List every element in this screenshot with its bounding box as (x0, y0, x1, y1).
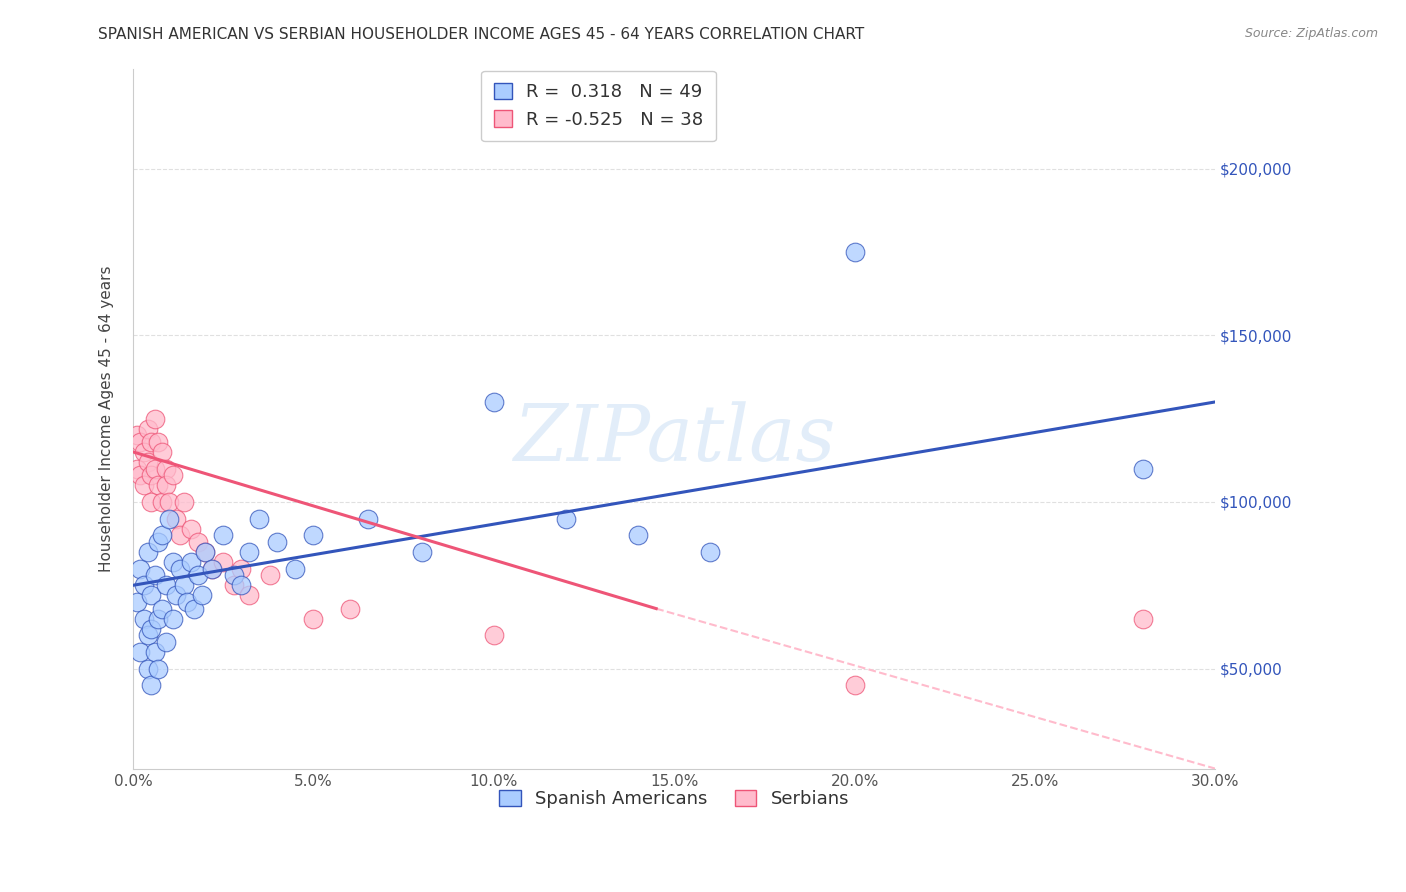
Point (141, 588, 163, 602)
Point (162, 468, 184, 483)
Point (129, 468, 152, 483)
Point (155, 578, 177, 592)
Point (125, 595, 148, 609)
Point (180, 555, 202, 569)
Text: SPANISH AMERICAN VS SERBIAN HOUSEHOLDER INCOME AGES 45 - 64 YEARS CORRELATION CH: SPANISH AMERICAN VS SERBIAN HOUSEHOLDER … (98, 27, 865, 42)
Point (555, 511, 578, 525)
Point (201, 561, 224, 575)
Point (141, 468, 163, 483)
Point (259, 568, 281, 582)
Point (132, 612, 155, 626)
Point (162, 555, 184, 569)
Point (141, 495, 163, 509)
Point (266, 535, 288, 549)
Point (231, 578, 253, 592)
Point (129, 434, 152, 449)
Point (238, 545, 260, 559)
Text: ZIPatlas: ZIPatlas (513, 401, 835, 478)
Point (143, 568, 166, 582)
Point (132, 478, 155, 492)
Point (482, 395, 505, 409)
Point (157, 495, 180, 509)
Point (125, 461, 148, 475)
Point (627, 528, 650, 542)
Point (302, 612, 325, 626)
Point (155, 461, 177, 475)
Point (143, 461, 166, 475)
Point (148, 535, 170, 549)
Point (141, 622, 163, 636)
Point (136, 421, 159, 435)
Point (844, 244, 866, 259)
Point (187, 535, 209, 549)
Point (150, 495, 173, 509)
Point (176, 595, 198, 609)
Point (247, 511, 270, 525)
Point (173, 578, 195, 592)
Point (190, 588, 212, 602)
Point (136, 545, 159, 559)
Point (224, 578, 246, 592)
Point (183, 601, 205, 615)
Point (136, 455, 159, 469)
Point (132, 578, 155, 592)
Point (150, 445, 173, 459)
Point (212, 555, 235, 569)
Point (302, 528, 325, 542)
Point (194, 545, 217, 559)
Point (231, 561, 253, 575)
Point (1132, 461, 1154, 475)
Point (212, 528, 235, 542)
Point (482, 628, 505, 642)
Point (162, 612, 184, 626)
Point (169, 528, 191, 542)
Point (148, 434, 170, 449)
Point (844, 678, 866, 692)
Point (132, 445, 155, 459)
Legend: Spanish Americans, Serbians: Spanish Americans, Serbians (492, 783, 856, 815)
Point (411, 545, 433, 559)
Point (339, 601, 361, 615)
Point (143, 411, 166, 425)
Point (141, 678, 163, 692)
Point (224, 568, 246, 582)
Y-axis label: Householder Income Ages 45 - 64 years: Householder Income Ages 45 - 64 years (100, 265, 114, 572)
Point (129, 645, 152, 659)
Point (165, 511, 187, 525)
Point (129, 561, 152, 575)
Point (150, 601, 173, 615)
Point (1132, 612, 1154, 626)
Point (150, 528, 173, 542)
Point (238, 588, 260, 602)
Point (141, 434, 163, 449)
Point (165, 588, 187, 602)
Point (356, 511, 378, 525)
Text: Source: ZipAtlas.com: Source: ZipAtlas.com (1244, 27, 1378, 40)
Point (148, 662, 170, 676)
Point (155, 478, 177, 492)
Point (136, 662, 159, 676)
Point (157, 511, 180, 525)
Point (148, 612, 170, 626)
Point (125, 428, 148, 442)
Point (194, 545, 217, 559)
Point (201, 561, 224, 575)
Point (180, 522, 202, 536)
Point (284, 561, 307, 575)
Point (169, 561, 191, 575)
Point (173, 495, 195, 509)
Point (187, 568, 209, 582)
Point (148, 478, 170, 492)
Point (143, 645, 166, 659)
Point (699, 545, 721, 559)
Point (136, 628, 159, 642)
Point (155, 635, 177, 649)
